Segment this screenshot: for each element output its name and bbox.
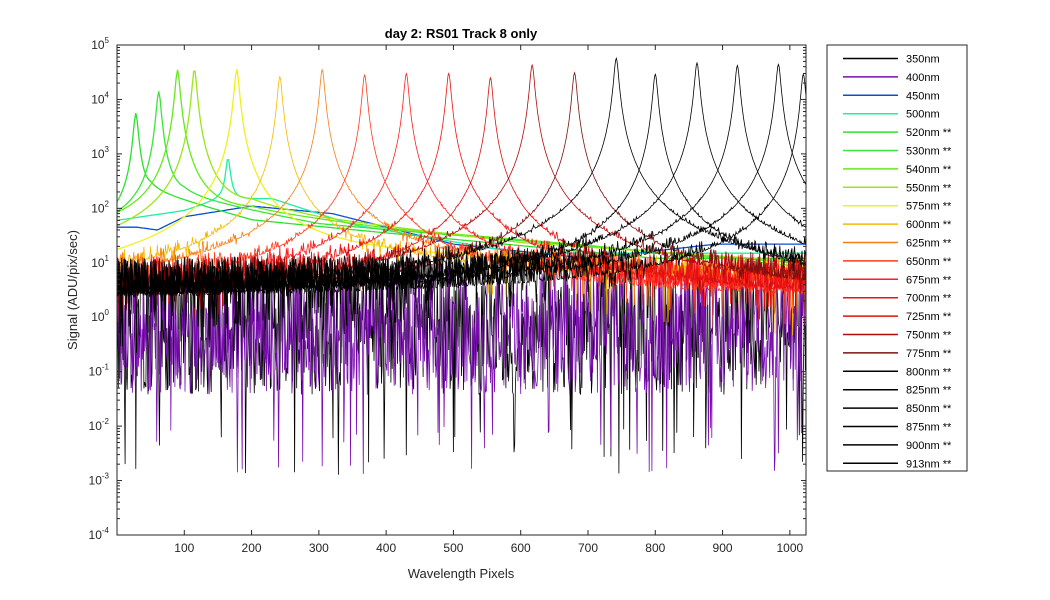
y-tick-label: 101 [91,254,109,270]
legend-entry: 825nm ** [906,385,952,397]
y-tick-label: 104 [91,90,109,106]
x-tick-label: 300 [309,541,329,555]
legend-entry: 530nm ** [906,146,952,158]
x-tick-label: 200 [242,541,262,555]
legend-box [826,44,968,472]
legend-entry: 625nm ** [906,238,952,250]
plot-frame [116,44,807,536]
series-line-400nm [117,264,806,474]
y-tick-label: 10-1 [89,363,110,379]
x-tick-label: 500 [443,541,463,555]
x-tick-label: 800 [645,541,665,555]
legend-entry: 875nm ** [906,422,952,434]
y-tick-label: 10-4 [89,526,110,542]
x-tick-label: 100 [174,541,194,555]
legend-entry: 520nm ** [906,127,952,139]
legend-entry: 350nm [906,54,940,66]
legend-entry: 750nm ** [906,330,952,342]
y-tick-label: 100 [91,308,109,324]
legend-entry: 400nm [906,72,940,84]
legend-entry: 900nm ** [906,440,952,452]
y-tick-label: 105 [91,36,109,52]
legend-entry: 540nm ** [906,164,952,176]
x-tick-label: 1000 [777,541,804,555]
y-tick-label: 10-2 [89,417,110,433]
legend: 350nm 400nm 450nm 500nm 520nm ** 530nm ** 540n… [826,44,968,472]
legend-entry: 800nm ** [906,366,952,378]
legend-entry: 600nm ** [906,219,952,231]
plot-area [117,56,806,475]
legend-entry: 650nm ** [906,256,952,268]
legend-entry: 700nm ** [906,293,952,305]
legend-entry: 775nm ** [906,348,952,360]
y-tick-label: 102 [91,199,109,215]
legend-entry: 675nm ** [906,274,952,286]
series-line-913nm [117,72,806,347]
y-tick-label: 10-3 [89,472,110,488]
chart-title: day 2: RS01 Track 8 only [385,26,538,41]
legend-entry: 500nm [906,109,940,121]
legend-entry: 725nm ** [906,311,952,323]
legend-entry: 913nm ** [906,458,952,470]
legend-entry: 550nm ** [906,182,952,194]
x-tick-label: 900 [713,541,733,555]
x-axis-label: Wavelength Pixels [408,566,515,581]
x-tick-label: 400 [376,541,396,555]
x-tick-label: 600 [511,541,531,555]
legend-entry: 850nm ** [906,403,952,415]
legend-entry: 450nm [906,90,940,102]
y-tick-label: 103 [91,145,109,161]
legend-entry: 575nm ** [906,201,952,213]
series-line-500nm [117,159,806,254]
series-line-550nm [117,70,806,263]
y-axis-label: Signal (ADU/pix/sec) [65,230,80,350]
x-tick-label: 700 [578,541,598,555]
